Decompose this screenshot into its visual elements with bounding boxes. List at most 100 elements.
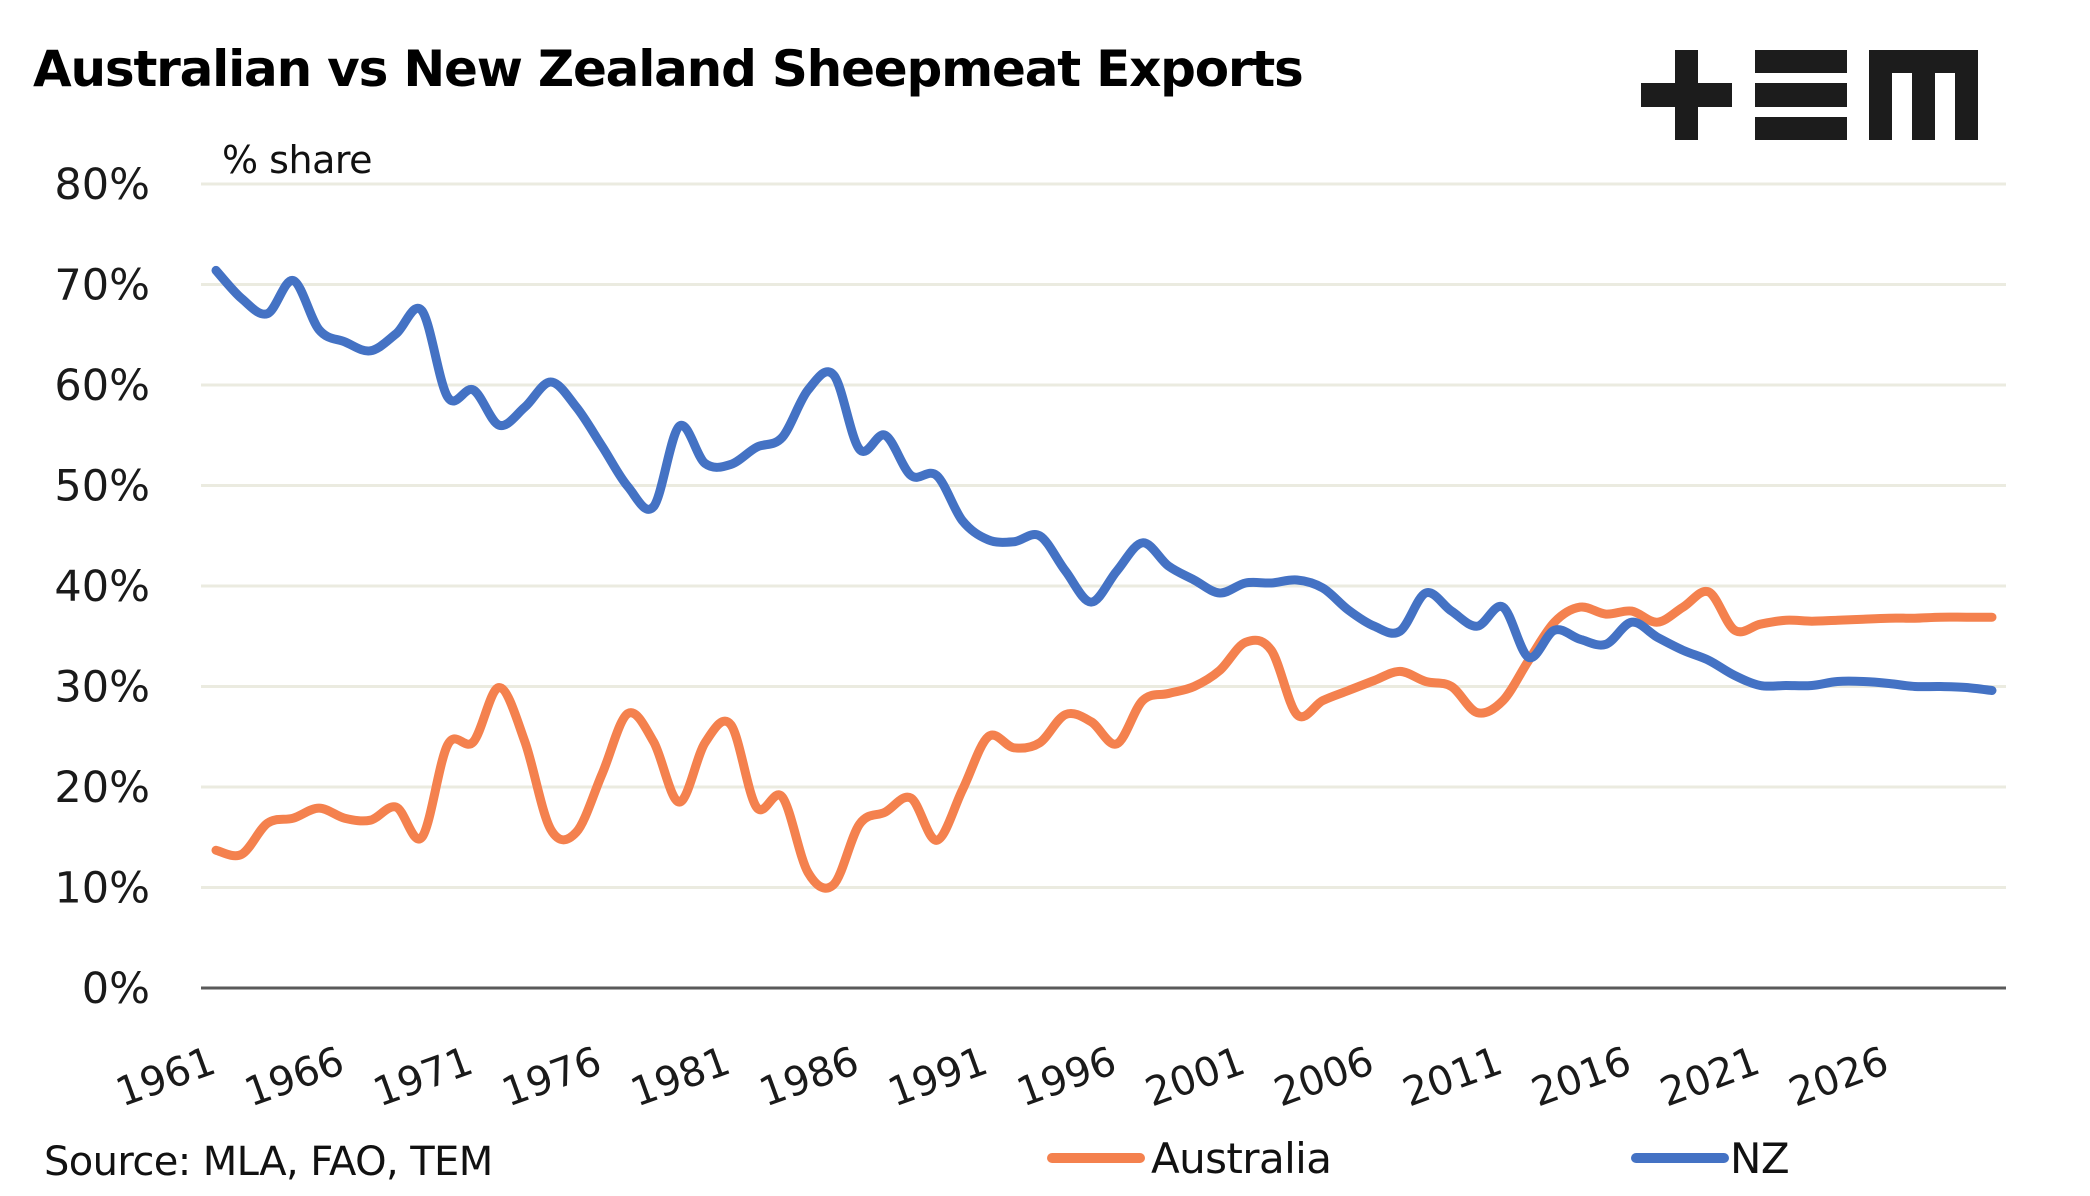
data-point-nz-1973 [521, 403, 529, 411]
data-point-australia-1989 [933, 836, 941, 844]
data-point-nz-2007 [1396, 627, 1404, 635]
data-point-australia-1990 [958, 786, 966, 794]
data-point-nz-2030 [1988, 687, 1996, 695]
data-point-australia-2003 [1293, 711, 1301, 719]
y-tick-label: 40% [54, 562, 150, 612]
y-tick-label: 80% [54, 160, 150, 210]
data-point-nz-1984 [804, 386, 812, 394]
data-point-australia-1985 [830, 881, 838, 889]
data-point-australia-1997 [1139, 697, 1147, 705]
data-point-nz-1999 [1190, 576, 1198, 584]
gridlines [201, 182, 2006, 889]
data-point-nz-2011 [1499, 603, 1507, 611]
data-point-australia-1975 [572, 828, 580, 836]
data-point-nz-1988 [907, 472, 915, 480]
y-tick-label: 30% [54, 663, 150, 713]
data-point-australia-1969 [418, 833, 426, 841]
data-point-australia-1986 [856, 820, 864, 828]
data-point-australia-1991 [984, 733, 992, 741]
data-point-nz-2010 [1473, 622, 1481, 630]
data-point-nz-1996 [1113, 567, 1121, 575]
data-point-nz-2009 [1448, 607, 1456, 615]
data-point-nz-2024 [1834, 678, 1842, 686]
data-point-australia-1980 [701, 739, 709, 747]
data-point-nz-2013 [1550, 626, 1558, 634]
data-point-nz-1986 [856, 445, 864, 453]
y-tick-label: 10% [54, 864, 150, 914]
data-point-nz-2023 [1808, 682, 1816, 690]
data-point-australia-2028 [1937, 613, 1945, 621]
data-point-australia-2001 [1242, 638, 1250, 646]
data-point-australia-1974 [547, 825, 555, 833]
data-point-nz-1974 [547, 378, 555, 386]
data-point-australia-1993 [1036, 739, 1044, 747]
data-point-nz-1993 [1036, 532, 1044, 540]
data-point-australia-1978 [650, 738, 658, 746]
data-point-australia-2021 [1756, 620, 1764, 628]
data-point-nz-2017 [1653, 633, 1661, 641]
data-point-nz-2002 [1267, 579, 1275, 587]
x-tick-label: 2026 [1783, 1038, 1894, 1116]
data-point-nz-1991 [984, 536, 992, 544]
data-point-australia-2024 [1834, 616, 1842, 624]
data-point-australia-1983 [778, 793, 786, 801]
y-tick-label: 20% [54, 763, 150, 813]
data-point-nz-1983 [778, 433, 786, 441]
data-point-nz-1994 [1061, 567, 1069, 575]
data-point-nz-2004 [1319, 584, 1327, 592]
data-point-australia-1976 [598, 770, 606, 778]
data-point-australia-2010 [1473, 709, 1481, 717]
data-point-australia-1979 [675, 798, 683, 806]
data-point-australia-2005 [1345, 687, 1353, 695]
x-tick-label: 2021 [1654, 1038, 1765, 1116]
data-point-nz-1992 [1010, 538, 1018, 546]
data-point-nz-1966 [341, 338, 349, 346]
data-point-nz-2003 [1293, 576, 1301, 584]
data-point-australia-1973 [521, 738, 529, 746]
data-point-australia-2002 [1267, 646, 1275, 654]
x-tick-label: 1976 [496, 1038, 607, 1116]
data-point-australia-1977 [624, 710, 632, 718]
data-point-australia-1982 [753, 803, 761, 811]
data-point-australia-1996 [1113, 740, 1121, 748]
data-point-nz-2001 [1242, 579, 1250, 587]
x-tick-label: 1961 [110, 1038, 221, 1116]
data-point-australia-2025 [1859, 615, 1867, 623]
data-point-nz-1965 [315, 326, 323, 334]
data-point-australia-2013 [1550, 618, 1558, 626]
data-point-australia-1965 [315, 804, 323, 812]
data-point-australia-2018 [1679, 603, 1687, 611]
data-point-nz-2022 [1782, 682, 1790, 690]
data-point-australia-2020 [1731, 626, 1739, 634]
data-point-australia-1998 [1164, 690, 1172, 698]
legend: Australia NZ [1047, 1134, 1790, 1183]
data-point-nz-1997 [1139, 539, 1147, 547]
x-tick-label: 1971 [367, 1038, 478, 1116]
data-point-nz-1982 [753, 443, 761, 451]
data-point-nz-1962 [238, 295, 246, 303]
data-point-nz-1976 [598, 442, 606, 450]
logo-plus-glyph [1641, 50, 1732, 140]
data-point-nz-2019 [1705, 656, 1713, 664]
legend-item-nz[interactable]: NZ [1631, 1134, 1790, 1183]
data-point-australia-1981 [727, 721, 735, 729]
data-point-australia-2016 [1628, 607, 1636, 615]
data-point-nz-2028 [1937, 683, 1945, 691]
data-point-nz-1998 [1164, 562, 1172, 570]
chart-title: Australian vs New Zealand Sheepmeat Expo… [33, 40, 1303, 98]
x-tick-label: 1991 [882, 1038, 993, 1116]
x-tick-label: 2016 [1526, 1038, 1637, 1116]
data-point-nz-2012 [1525, 653, 1533, 661]
legend-label-nz: NZ [1730, 1134, 1789, 1183]
series-line-australia [211, 586, 1997, 893]
legend-item-australia[interactable]: Australia [1047, 1134, 1332, 1183]
y-tick-label: 50% [54, 462, 150, 512]
data-point-nz-1979 [675, 422, 683, 430]
data-point-nz-1972 [495, 421, 503, 429]
data-point-nz-2025 [1859, 678, 1867, 686]
data-point-nz-1980 [701, 459, 709, 467]
data-point-nz-1987 [881, 431, 889, 439]
x-tick-label: 2011 [1397, 1038, 1508, 1116]
series-lines [211, 265, 1997, 893]
